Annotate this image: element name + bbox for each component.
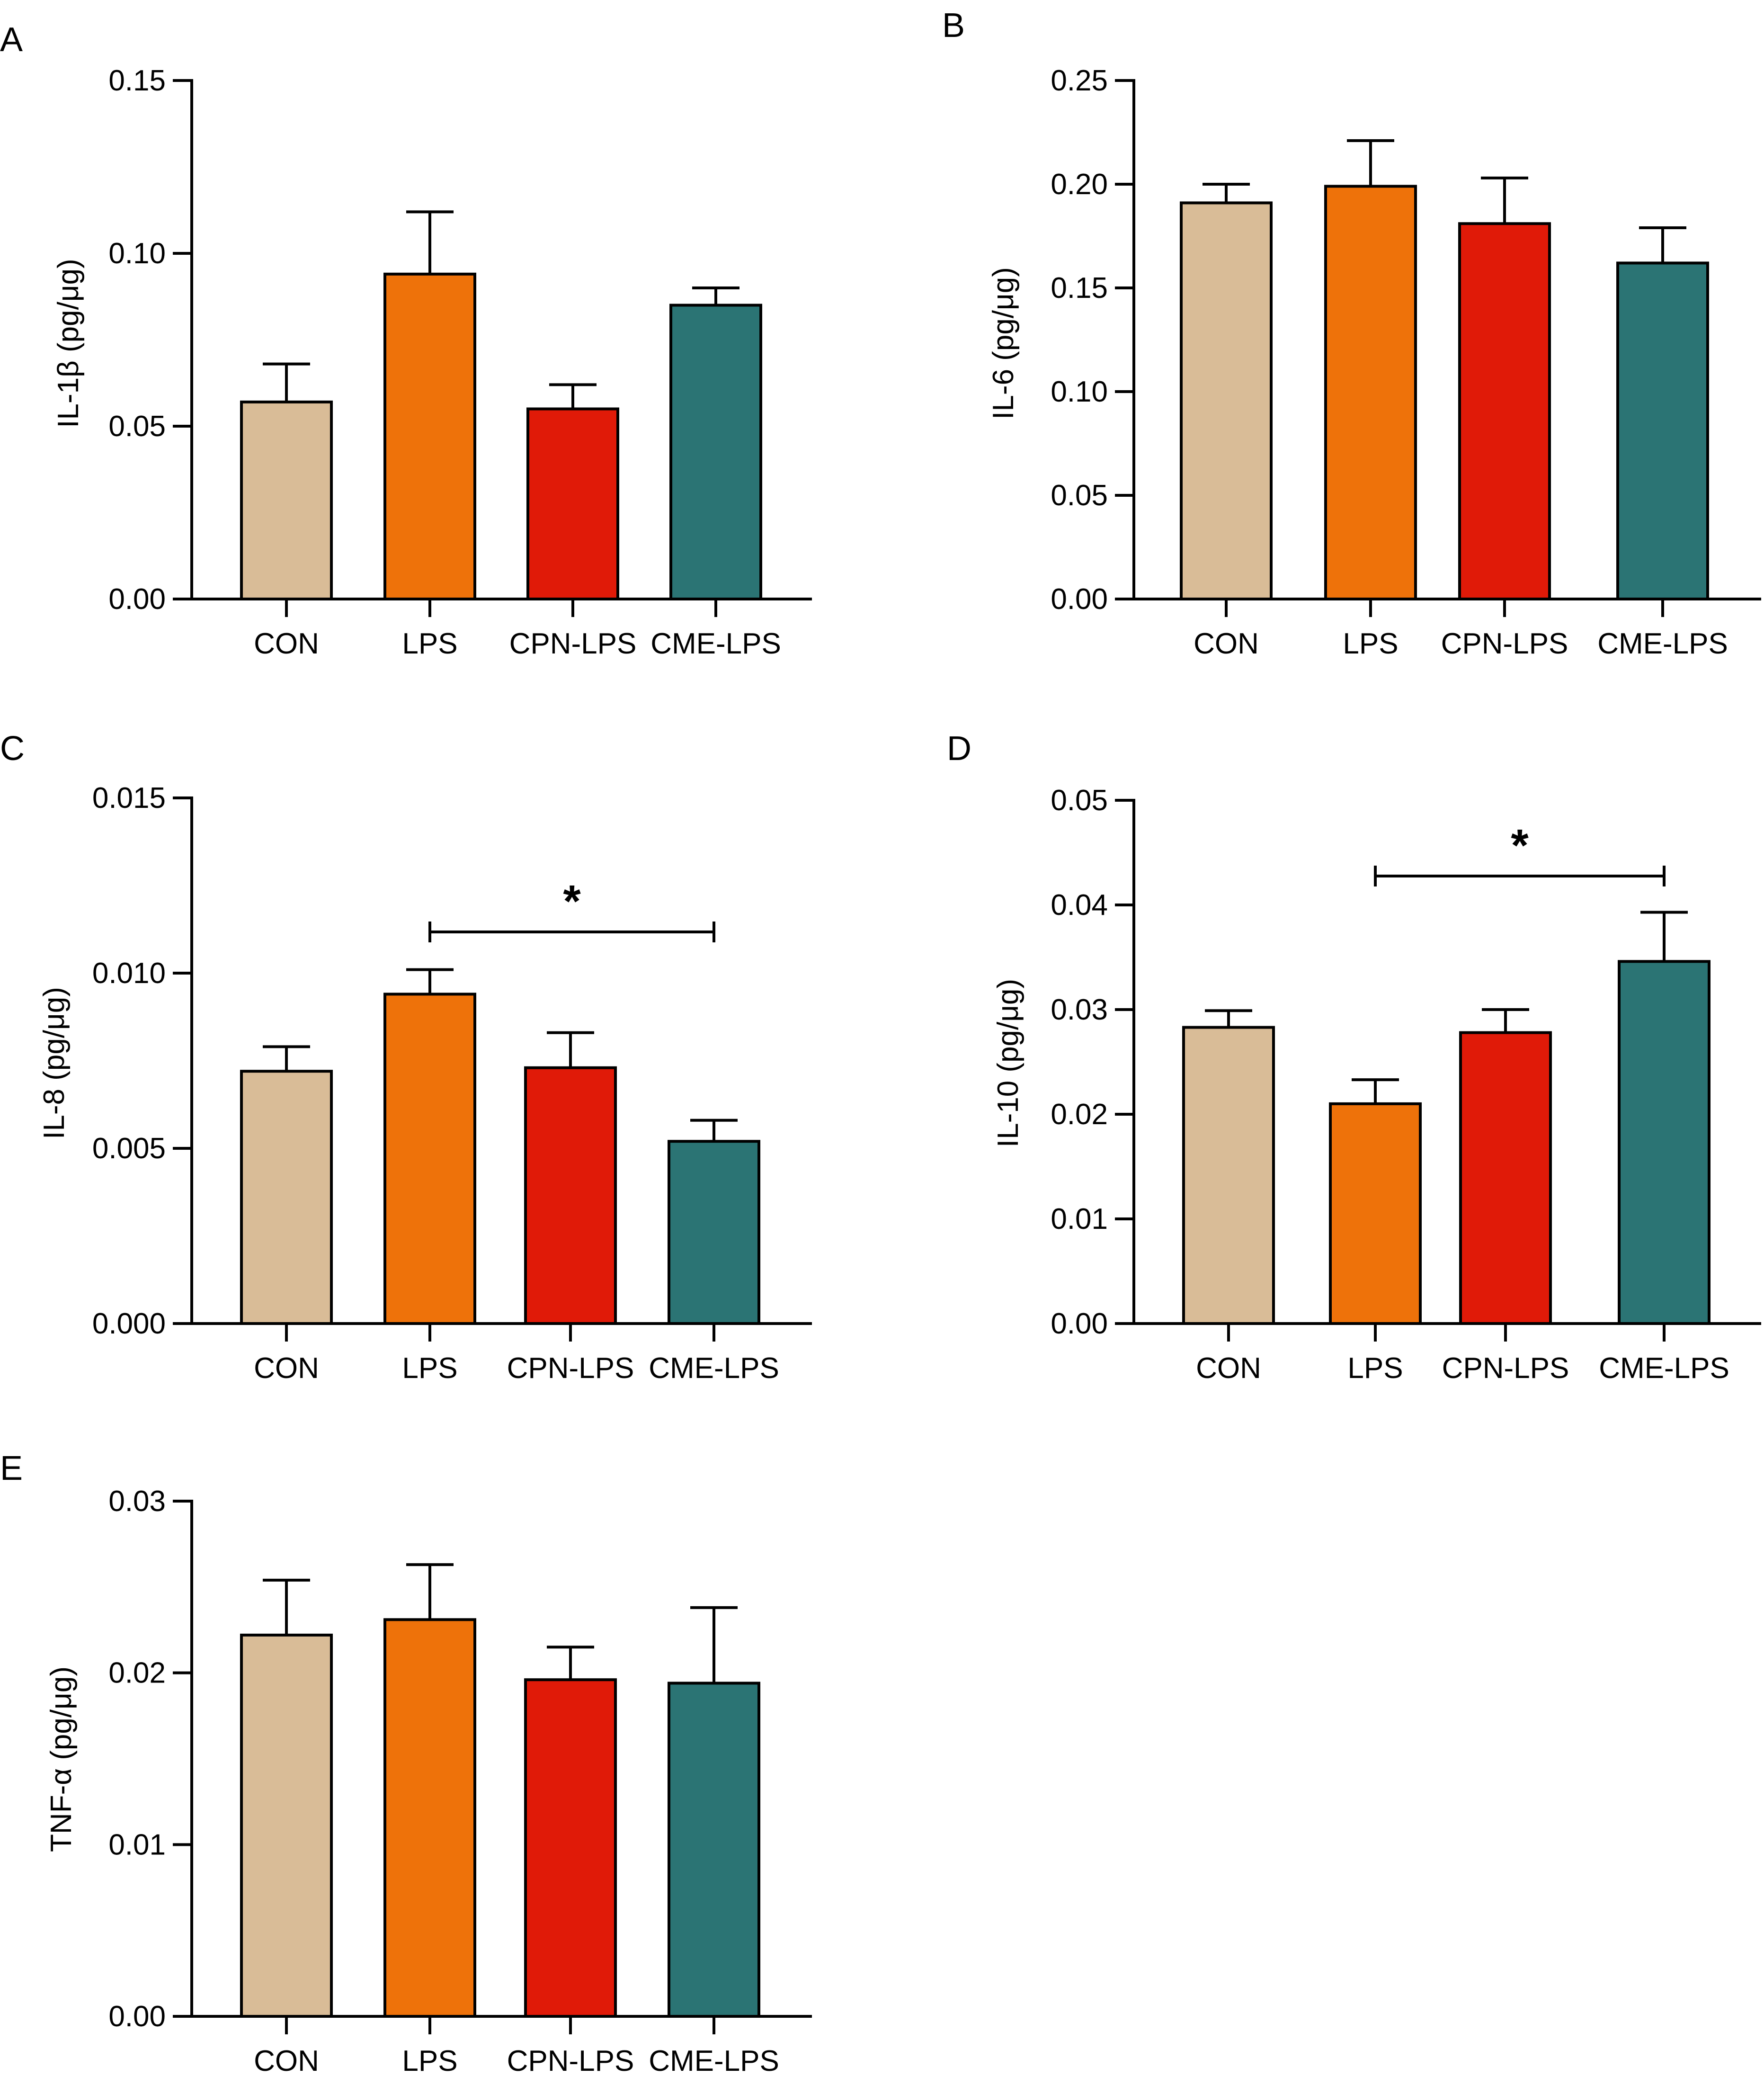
panel-letter: D [947,730,971,768]
panel-letter: E [0,1450,23,1487]
x-tick-label-cme-lps: CME-LPS [649,2045,779,2076]
bar-lps [1329,1102,1422,1325]
x-tick-label-con: CON [254,2045,319,2076]
y-tick-label: 0.25 [1051,64,1108,97]
y-tick-label: 0.02 [108,1657,166,1690]
bar-cme-lps [669,304,762,600]
panel-a: A 0.00 0.05 0.10 0.15 CON LPS CPN-LPS CME-LPS IL-… [0,21,812,660]
y-tick-label: 0.010 [92,957,166,990]
x-tick-label-cme-lps: CME-LPS [650,627,781,660]
panel-letter: B [942,7,965,45]
significance-star: * [1511,820,1529,871]
x-tick-label-con: CON [254,1352,319,1385]
bar-cpn-lps [526,407,619,600]
x-tick-label-cme-lps: CME-LPS [649,1352,779,1385]
panel-e: E 0.00 0.01 0.02 0.03 CON LPS CPN-LPS CME-LPS TNF… [0,1450,812,2076]
y-tick-label: 0.01 [108,1828,166,1861]
x-tick-label-lps: LPS [402,1352,457,1385]
x-tick-label-cpn-lps: CPN-LPS [507,2045,634,2076]
bar-con [1182,1026,1275,1325]
y-tick-label: 0.20 [1051,168,1108,201]
x-tick-label-con: CON [1196,1352,1261,1385]
y-tick-label: 0.03 [1051,993,1108,1026]
bar-cpn-lps [524,1678,617,2018]
bar-cme-lps [668,1140,760,1325]
bar-con [240,1633,333,2018]
y-axis-label: IL-1β (pg/μg) [52,259,85,428]
bar-lps [383,272,476,600]
y-tick-label: 0.15 [108,64,166,97]
panel-b: B 0.00 0.05 0.10 0.15 0.20 0.25 CON LPS CPN-LPS CM… [942,7,1761,660]
y-axis-label: IL-10 (pg/μg) [992,979,1025,1147]
y-tick-label: 0.015 [92,782,166,814]
y-tick-label: 0.00 [1051,1307,1108,1340]
x-tick-label-cpn-lps: CPN-LPS [1441,627,1568,660]
x-tick-label-lps: LPS [402,2045,457,2076]
bar-cpn-lps [1458,222,1551,601]
panel-c: C 0.000 0.005 0.010 0.015 CON LPS CPN-LPS CME-LP… [0,730,812,1385]
bar-lps [383,993,476,1325]
y-tick-label: 0.05 [108,410,166,443]
y-tick-label: 0.03 [108,1485,166,1518]
bar-cme-lps [668,1682,760,2018]
y-axis-label: TNF-α (pg/μg) [45,1666,78,1852]
bar-cme-lps [1616,261,1709,600]
y-tick-label: 0.10 [108,237,166,270]
y-tick-label: 0.005 [92,1132,166,1165]
bar-con [1180,201,1273,601]
bar-cpn-lps [524,1066,617,1325]
bar-lps [383,1618,476,2018]
significance-star: * [563,876,581,927]
y-tick-label: 0.000 [92,1307,166,1340]
x-tick-label-cpn-lps: CPN-LPS [507,1352,634,1385]
y-axis-label: IL-6 (pg/μg) [987,267,1020,420]
y-tick-label: 0.05 [1051,479,1108,512]
x-tick-label-lps: LPS [1343,627,1398,660]
panel-letter: A [0,21,23,59]
y-tick-label: 0.00 [1051,583,1108,616]
bar-lps [1324,185,1417,600]
x-tick-label-cme-lps: CME-LPS [1599,1352,1729,1385]
x-tick-label-cpn-lps: CPN-LPS [1442,1352,1569,1385]
y-tick-label: 0.05 [1051,784,1108,817]
y-tick-label: 0.10 [1051,376,1108,408]
x-tick-label-con: CON [1194,627,1259,660]
panel-letter: C [0,730,25,768]
y-tick-label: 0.01 [1051,1203,1108,1235]
bar-cme-lps [1618,960,1711,1325]
bar-con [240,1070,333,1325]
y-tick-label: 0.00 [108,2000,166,2033]
x-tick-label-cpn-lps: CPN-LPS [509,627,637,660]
y-tick-label: 0.15 [1051,272,1108,304]
bar-cpn-lps [1459,1031,1552,1325]
y-tick-label: 0.00 [108,583,166,616]
x-tick-label-lps: LPS [1347,1352,1403,1385]
bar-con [240,400,333,601]
panel-d: D 0.00 0.01 0.02 0.03 0.04 0.05 CON LPS CPN-LPS CM… [947,730,1761,1385]
x-tick-label-con: CON [254,627,319,660]
y-axis-label: IL-8 (pg/μg) [38,987,71,1139]
x-tick-label-lps: LPS [402,627,457,660]
y-tick-label: 0.04 [1051,889,1108,922]
y-tick-label: 0.02 [1051,1098,1108,1131]
x-tick-label-cme-lps: CME-LPS [1597,627,1728,660]
